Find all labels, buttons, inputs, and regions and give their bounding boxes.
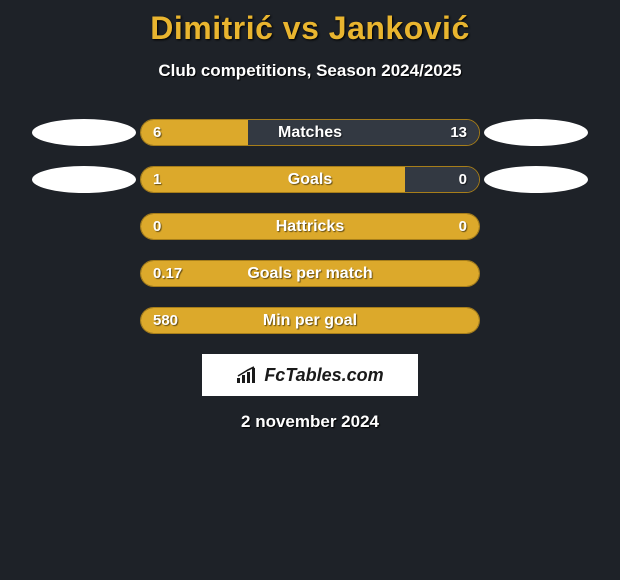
stat-label: Goals [141,167,479,192]
player-avatar-left [32,166,136,193]
page-title: Dimitrić vs Janković [0,0,620,47]
stat-label: Matches [141,120,479,145]
avatar-slot-left [28,119,140,146]
source-badge: FcTables.com [202,354,418,396]
player-avatar-left [32,119,136,146]
stat-bar: 10Goals [140,166,480,193]
footer-date: 2 november 2024 [0,412,620,432]
avatar-slot-right [480,119,592,146]
stat-bar: 580Min per goal [140,307,480,334]
page-subtitle: Club competitions, Season 2024/2025 [0,61,620,81]
stats-area: 613Matches 10Goals 00Hattricks 0.17Goals pe… [0,119,620,334]
stat-label: Hattricks [141,214,479,239]
badge-text: FcTables.com [264,365,383,386]
chart-icon [236,366,258,384]
stat-label: Min per goal [141,308,479,333]
stat-bar: 00Hattricks [140,213,480,240]
stat-row: 613Matches [0,119,620,146]
stat-row: 00Hattricks [0,213,620,240]
player-avatar-right [484,119,588,146]
player-avatar-right [484,166,588,193]
stat-row: 0.17Goals per match [0,260,620,287]
stat-row: 580Min per goal [0,307,620,334]
stat-bar: 0.17Goals per match [140,260,480,287]
stat-label: Goals per match [141,261,479,286]
avatar-slot-right [480,166,592,193]
avatar-slot-left [28,166,140,193]
stat-row: 10Goals [0,166,620,193]
stat-bar: 613Matches [140,119,480,146]
